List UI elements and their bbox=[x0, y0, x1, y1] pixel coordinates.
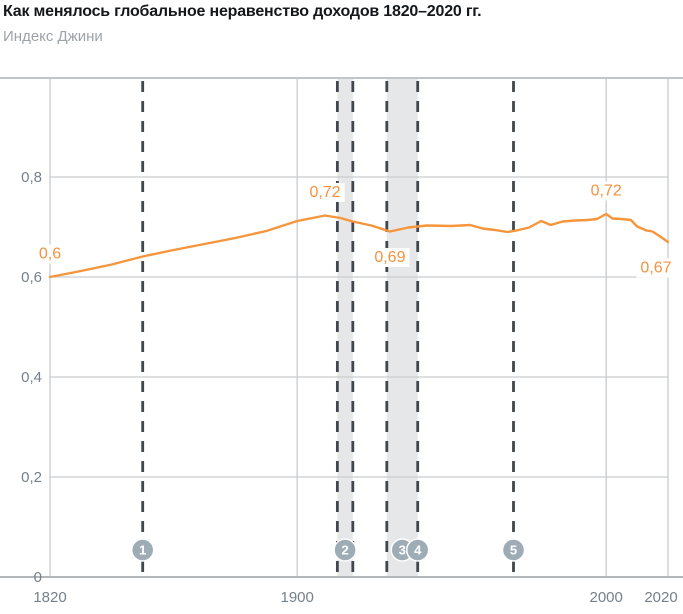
value-label-bg bbox=[586, 181, 626, 201]
y-tick-label: 0,6 bbox=[21, 269, 42, 286]
event-marker-number: 2 bbox=[341, 543, 348, 558]
y-tick-label: 0 bbox=[34, 569, 42, 586]
event-marker-number: 3 bbox=[399, 543, 406, 558]
value-label: 0,67 bbox=[640, 260, 671, 277]
gini-line bbox=[48, 212, 670, 279]
value-label: 0,6 bbox=[39, 246, 61, 263]
y-tick-label: 0,2 bbox=[21, 469, 42, 486]
event-band bbox=[386, 78, 418, 577]
value-label: 0,72 bbox=[309, 184, 340, 201]
x-tick-label: 1900 bbox=[281, 589, 314, 606]
y-tick-label: 0,4 bbox=[21, 369, 42, 386]
x-tick-label: 2000 bbox=[590, 589, 623, 606]
x-tick-label: 2020 bbox=[644, 589, 677, 606]
event-marker-circle bbox=[405, 538, 430, 562]
chart-title: Как менялось глобальное неравенство дохо… bbox=[3, 3, 482, 20]
value-label-bg bbox=[34, 244, 66, 264]
y-tick-label: 0,8 bbox=[21, 169, 42, 186]
event-band bbox=[337, 78, 353, 577]
event-marker-circle bbox=[130, 538, 155, 562]
value-label-bg bbox=[636, 258, 676, 278]
event-marker-circle bbox=[501, 538, 526, 562]
event-marker-number: 4 bbox=[414, 543, 422, 558]
x-tick-label: 1820 bbox=[33, 589, 66, 606]
event-marker-circle bbox=[333, 538, 357, 562]
value-label-bg bbox=[305, 183, 345, 202]
chart-subtitle: Индекс Джини bbox=[3, 28, 103, 45]
chart-header: Как менялось глобальное неравенство дохо… bbox=[3, 3, 482, 45]
event-marker-number: 5 bbox=[510, 543, 517, 558]
event-marker-number: 1 bbox=[139, 543, 146, 558]
value-label: 0,72 bbox=[591, 183, 622, 200]
value-label: 0,69 bbox=[374, 249, 405, 266]
value-label-bg bbox=[370, 248, 410, 267]
